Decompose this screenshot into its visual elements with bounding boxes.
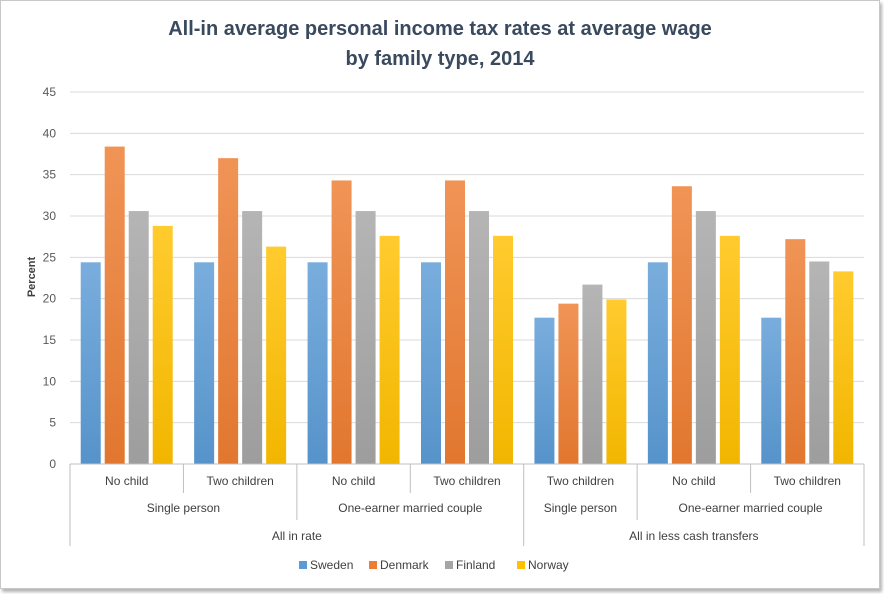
y-tick-label: 10	[43, 374, 57, 388]
y-tick-label: 30	[43, 209, 57, 223]
bar-denmark-0	[104, 146, 125, 464]
bar-norway-1	[266, 246, 287, 464]
legend-swatch-denmark	[369, 561, 377, 569]
chart-title-line-1: All-in average personal income tax rates…	[168, 18, 712, 40]
y-tick-label: 35	[43, 168, 57, 182]
x-section-label: All in rate	[272, 529, 322, 543]
y-tick-label: 15	[43, 333, 57, 347]
y-tick-label: 5	[49, 416, 56, 430]
bar-denmark-3	[445, 180, 465, 464]
bar-sweden-2	[307, 262, 328, 464]
x-tick-label: Two children	[206, 474, 273, 488]
y-axis-label: Percent	[26, 256, 38, 297]
bar-denmark-1	[218, 158, 239, 464]
x-group-label: Single person	[147, 501, 220, 515]
x-tick-label: No child	[672, 474, 715, 488]
bar-norway-0	[152, 225, 173, 464]
x-tick-label: Two children	[433, 474, 500, 488]
x-group-label: One-earner married couple	[679, 501, 823, 515]
y-axis-ticks: 0 5 10 15 20 25 30 35 40 45	[43, 85, 57, 471]
bars	[80, 146, 854, 465]
y-tick-label: 45	[43, 85, 57, 99]
x-group-label: One-earner married couple	[338, 501, 482, 515]
legend-swatch-finland	[445, 561, 453, 569]
legend-label-finland: Finland	[456, 558, 495, 572]
bar-denmark-2	[331, 180, 352, 464]
bar-sweden-6	[761, 317, 782, 464]
x-tick-label: No child	[332, 474, 375, 488]
gridlines	[70, 91, 864, 424]
bar-finland-2	[355, 211, 376, 464]
bar-sweden-5	[647, 262, 668, 464]
bar-norway-4	[606, 299, 627, 464]
bar-finland-5	[695, 211, 716, 464]
bar-finland-0	[128, 211, 149, 464]
legend-label-denmark: Denmark	[380, 558, 430, 572]
bar-sweden-1	[194, 262, 215, 464]
bar-sweden-0	[80, 262, 101, 464]
legend-swatch-sweden	[299, 561, 307, 569]
bar-sweden-3	[421, 262, 441, 464]
bar-finland-6	[809, 261, 830, 464]
y-tick-label: 40	[43, 126, 57, 140]
bar-norway-6	[833, 271, 854, 464]
legend-label-norway: Norway	[528, 558, 569, 572]
bar-finland-4	[582, 284, 603, 464]
x-tick-label: Two children	[547, 474, 614, 488]
y-tick-label: 20	[43, 292, 57, 306]
legend-swatch-norway	[517, 561, 525, 569]
bar-finland-3	[469, 211, 489, 464]
x-tick-label: No child	[105, 474, 148, 488]
bar-norway-3	[493, 235, 513, 464]
legend: Sweden Denmark Finland Norway	[299, 558, 569, 572]
x-section-label: All in less cash transfers	[629, 529, 758, 543]
x-tick-label: Two children	[774, 474, 841, 488]
chart-title-line-2: by family type, 2014	[346, 48, 536, 70]
x-axis: No child Two children No child Two children…	[69, 463, 865, 546]
x-group-label: Single person	[544, 501, 617, 515]
bar-denmark-4	[558, 303, 579, 464]
bar-norway-5	[719, 235, 740, 464]
y-tick-label: 0	[49, 457, 56, 471]
bar-denmark-5	[671, 186, 692, 465]
y-tick-label: 25	[43, 250, 57, 264]
bar-denmark-6	[785, 239, 806, 464]
bar-norway-2	[379, 235, 400, 464]
bar-finland-1	[242, 211, 263, 464]
legend-label-sweden: Sweden	[310, 558, 353, 572]
bar-sweden-4	[534, 317, 555, 464]
